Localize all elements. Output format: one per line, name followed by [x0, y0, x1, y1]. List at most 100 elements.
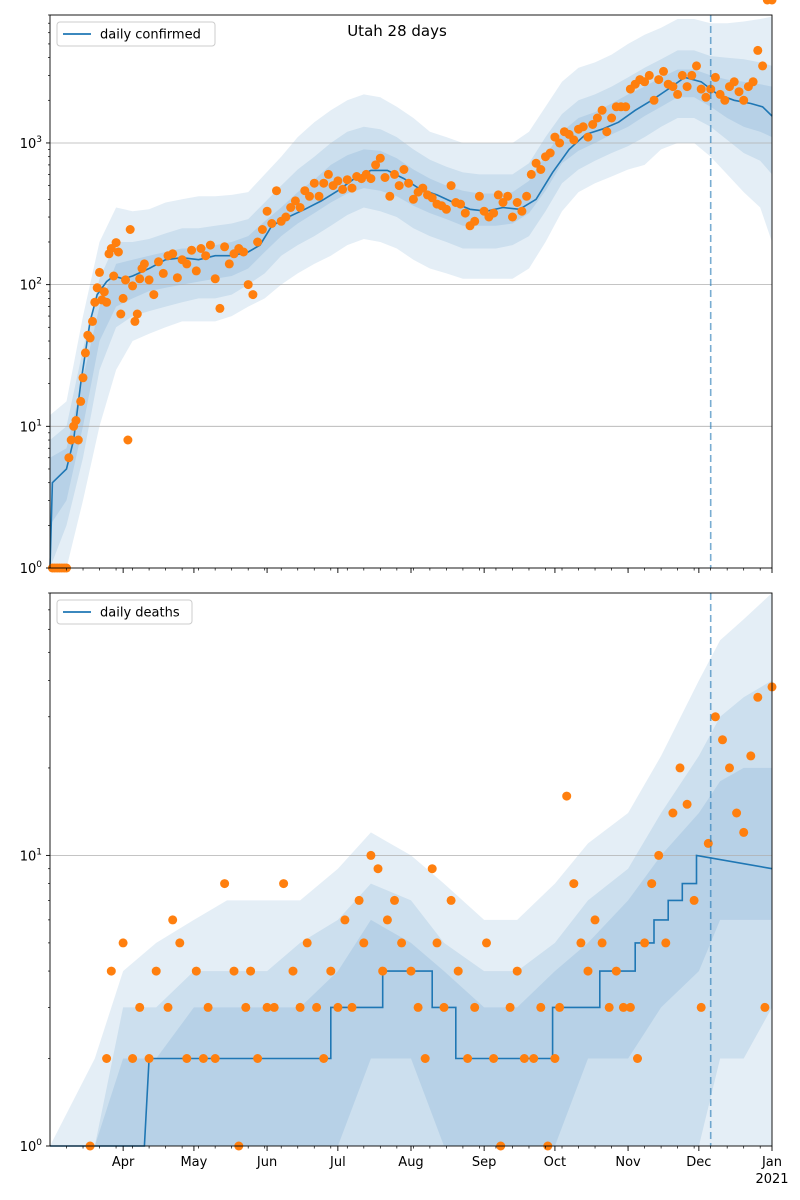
- data-point: [347, 183, 357, 193]
- data-point: [597, 938, 607, 948]
- data-point: [371, 160, 381, 170]
- data-point: [633, 1054, 642, 1063]
- data-point: [569, 135, 579, 145]
- data-point: [654, 75, 664, 85]
- data-point: [215, 303, 225, 313]
- data-point: [710, 712, 720, 722]
- legend-label: daily deaths: [100, 606, 180, 621]
- data-point: [439, 1002, 449, 1012]
- x-axis-ticks: [66, 568, 773, 573]
- data-point: [319, 178, 329, 188]
- data-point: [649, 95, 659, 105]
- data-point: [262, 206, 272, 216]
- data-point: [201, 251, 211, 261]
- data-point: [753, 692, 763, 702]
- data-point: [758, 61, 768, 71]
- data-point: [644, 70, 654, 80]
- data-point: [418, 183, 428, 193]
- data-point: [286, 203, 296, 212]
- data-point: [253, 237, 263, 247]
- data-point: [460, 208, 470, 218]
- y-gridlines: [50, 142, 772, 427]
- data-point: [139, 259, 149, 269]
- data-point: [621, 102, 631, 112]
- data-point: [536, 165, 546, 174]
- data-point: [397, 938, 407, 948]
- data-point: [125, 225, 135, 234]
- data-point: [536, 1002, 546, 1012]
- data-point: [309, 178, 319, 188]
- data-point: [706, 84, 716, 94]
- data-point: [182, 259, 192, 269]
- data-point: [366, 850, 376, 860]
- data-point: [710, 72, 720, 82]
- data-point: [493, 190, 503, 200]
- data-point: [168, 249, 178, 259]
- data-point: [295, 203, 305, 212]
- confidence-bands: [50, 593, 772, 1146]
- data-point: [241, 1002, 251, 1012]
- data-point: [128, 281, 138, 291]
- data-point: [269, 1002, 279, 1012]
- data-point: [113, 247, 123, 257]
- data-point: [123, 435, 133, 445]
- y-tick-label: 100: [20, 560, 43, 577]
- data-point: [668, 808, 678, 818]
- y-axis: 100 101: [20, 592, 50, 1155]
- data-point: [413, 1002, 423, 1012]
- x-tick-label: Apr: [112, 1155, 135, 1170]
- data-point: [498, 198, 508, 207]
- data-point: [149, 290, 159, 300]
- data-point: [220, 242, 230, 252]
- data-point: [760, 1002, 770, 1012]
- data-point: [661, 938, 671, 948]
- data-point: [210, 1054, 220, 1063]
- y-tick-label: 101: [20, 847, 42, 864]
- data-point: [257, 225, 267, 234]
- data-point: [668, 82, 678, 92]
- data-point: [474, 191, 484, 201]
- data-point: [288, 966, 298, 976]
- data-point: [198, 1054, 208, 1063]
- data-point: [340, 915, 350, 925]
- data-point: [441, 204, 451, 214]
- data-point: [590, 915, 600, 925]
- data-point: [135, 1002, 145, 1012]
- data-point: [470, 216, 480, 226]
- data-point: [732, 808, 742, 818]
- data-point: [118, 293, 128, 303]
- data-point: [654, 850, 664, 860]
- data-point: [482, 938, 491, 948]
- confidence-band-2: [50, 680, 772, 1146]
- data-point: [406, 966, 416, 976]
- data-point: [88, 316, 97, 326]
- data-point: [66, 435, 76, 445]
- data-point: [729, 77, 739, 87]
- data-point: [432, 938, 442, 948]
- data-point: [725, 763, 734, 773]
- data-point: [385, 191, 395, 201]
- y-axis: 100 101 102 103: [20, 14, 50, 577]
- data-point: [583, 966, 593, 976]
- data-point: [220, 879, 230, 889]
- data-point: [342, 175, 352, 185]
- data-point: [529, 1054, 539, 1063]
- data-point: [295, 1002, 305, 1012]
- data-point: [489, 208, 499, 218]
- confidence-band-1: [50, 16, 772, 569]
- data-point: [569, 879, 579, 889]
- data-point: [607, 113, 617, 123]
- data-point: [253, 1054, 263, 1063]
- data-point: [130, 316, 140, 326]
- data-point: [427, 864, 437, 874]
- x-tick-label: Sep: [472, 1155, 497, 1170]
- data-point: [718, 735, 727, 745]
- data-point: [555, 1002, 565, 1012]
- series-line-daily-deaths: [50, 854, 773, 1147]
- data-point: [338, 184, 348, 194]
- data-point: [640, 938, 650, 948]
- legend: daily confirmed: [56, 21, 216, 47]
- data-point: [739, 95, 749, 105]
- data-point: [682, 799, 692, 809]
